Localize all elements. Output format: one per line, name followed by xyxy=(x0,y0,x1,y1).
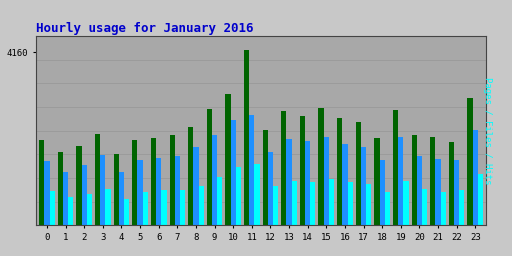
Bar xyxy=(175,156,180,225)
Bar xyxy=(324,137,329,225)
Bar xyxy=(478,174,483,225)
Bar xyxy=(124,199,130,225)
Bar xyxy=(45,161,50,225)
Bar xyxy=(422,189,427,225)
Bar xyxy=(236,167,241,225)
Bar xyxy=(180,190,185,225)
Bar xyxy=(343,144,348,225)
Bar xyxy=(138,160,143,225)
Bar xyxy=(329,179,334,225)
Bar xyxy=(318,108,324,225)
Bar xyxy=(473,130,478,225)
Bar xyxy=(393,110,398,225)
Bar xyxy=(300,116,305,225)
Bar xyxy=(244,50,249,225)
Bar xyxy=(50,191,55,225)
Bar xyxy=(87,194,92,225)
Bar xyxy=(374,138,379,225)
Bar xyxy=(337,118,343,225)
Bar xyxy=(230,120,236,225)
Bar xyxy=(467,98,473,225)
Bar xyxy=(95,134,100,225)
Bar xyxy=(151,138,156,225)
Bar xyxy=(305,141,310,225)
Bar xyxy=(286,139,292,225)
Bar xyxy=(310,182,315,225)
Bar xyxy=(417,156,422,225)
Bar xyxy=(441,192,446,225)
Bar xyxy=(207,109,212,225)
Bar xyxy=(348,182,353,225)
Bar xyxy=(366,184,371,225)
Bar xyxy=(188,127,194,225)
Bar xyxy=(268,152,273,225)
Bar xyxy=(119,172,124,225)
Bar xyxy=(81,165,87,225)
Bar xyxy=(58,152,63,225)
Text: Hourly usage for January 2016: Hourly usage for January 2016 xyxy=(36,22,253,35)
Bar xyxy=(161,190,166,225)
Bar xyxy=(281,111,286,225)
Bar xyxy=(263,130,268,225)
Bar xyxy=(430,137,435,225)
Bar xyxy=(292,181,297,225)
Bar xyxy=(398,137,403,225)
Bar xyxy=(39,140,45,225)
Bar xyxy=(212,134,217,225)
Bar xyxy=(454,160,459,225)
Bar xyxy=(194,147,199,225)
Bar xyxy=(403,181,409,225)
Bar xyxy=(273,186,278,225)
Bar xyxy=(356,122,361,225)
Bar xyxy=(385,192,390,225)
Bar xyxy=(217,177,222,225)
Bar xyxy=(76,146,81,225)
Bar xyxy=(114,154,119,225)
Bar xyxy=(379,160,385,225)
Bar xyxy=(225,94,230,225)
Bar xyxy=(105,189,111,225)
Bar xyxy=(412,134,417,225)
Bar xyxy=(361,147,366,225)
Bar xyxy=(63,172,68,225)
Bar xyxy=(143,191,148,225)
Bar xyxy=(249,115,254,225)
Bar xyxy=(156,158,161,225)
Bar xyxy=(199,186,204,225)
Bar xyxy=(254,165,260,225)
Bar xyxy=(68,197,73,225)
Bar xyxy=(132,140,138,225)
Bar xyxy=(459,190,464,225)
Y-axis label: Pages / Files / Hits: Pages / Files / Hits xyxy=(483,77,492,184)
Bar xyxy=(100,155,105,225)
Bar xyxy=(169,134,175,225)
Bar xyxy=(435,159,441,225)
Bar xyxy=(449,142,454,225)
